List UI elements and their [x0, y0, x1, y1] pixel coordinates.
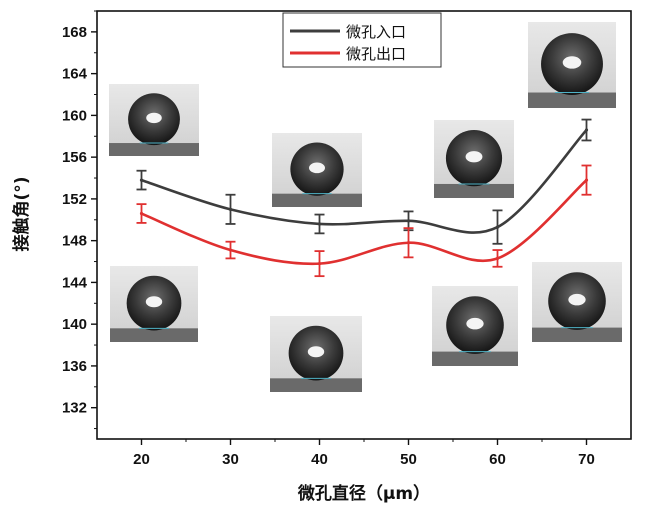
error-bar-inlet	[136, 169, 147, 191]
droplet-image-substrate	[528, 92, 616, 108]
y-tick-label: 160	[62, 107, 87, 124]
droplet-highlight	[307, 346, 325, 358]
data-point-inlet	[139, 178, 144, 182]
error-bar-inlet	[581, 118, 592, 142]
droplet-image-substrate	[270, 378, 362, 392]
data-point-inlet	[584, 128, 589, 132]
droplet-image	[532, 262, 622, 342]
legend-box	[282, 12, 442, 68]
error-bar-outlet	[225, 240, 236, 260]
data-point-inlet	[228, 207, 233, 211]
droplet-highlight	[145, 296, 163, 308]
y-tick-label: 164	[62, 66, 88, 83]
error-bar-outlet	[403, 227, 414, 259]
droplet-image	[528, 22, 616, 108]
y-tick-label: 156	[62, 149, 87, 166]
droplet-image	[270, 316, 362, 392]
y-tick-label: 144	[62, 274, 88, 291]
error-bar-outlet	[314, 250, 325, 278]
data-point-outlet	[139, 211, 144, 216]
series-outlet	[136, 164, 592, 278]
data-point-outlet	[317, 262, 322, 266]
droplet-image	[434, 120, 514, 198]
droplet-highlight	[562, 56, 582, 69]
data-point-outlet	[406, 241, 411, 245]
droplet-highlight	[466, 317, 484, 330]
series	[136, 118, 592, 278]
x-axis-title: 微孔直径（μm）	[297, 483, 430, 504]
y-tick-label: 140	[62, 316, 87, 333]
error-bar-outlet	[492, 249, 503, 268]
droplet-image-substrate	[432, 351, 518, 366]
x-tick-label: 30	[222, 451, 239, 468]
droplet-highlight	[309, 162, 325, 174]
droplet-image-substrate	[272, 193, 362, 207]
x-tick-label: 50	[400, 451, 417, 468]
data-point-inlet	[406, 219, 411, 223]
droplet-image-substrate	[532, 327, 622, 342]
legend-label-outlet: 微孔出口	[346, 45, 406, 63]
y-axis-title: 接触角(°)	[11, 176, 32, 251]
series-inlet	[136, 118, 592, 245]
error-bar-outlet	[136, 203, 147, 224]
axes: 132 136 140 144 148 152 156 160 164 168 20 30 40 50 60…	[62, 10, 595, 468]
data-point-inlet	[495, 225, 500, 229]
error-bar-inlet	[492, 209, 503, 245]
x-tick-label: 70	[578, 451, 595, 468]
droplet-images	[109, 22, 622, 392]
y-tick-label: 148	[62, 233, 87, 250]
x-tick-label: 20	[133, 451, 150, 468]
error-bar-inlet	[225, 193, 236, 225]
droplet-image	[110, 266, 198, 342]
droplet-image-substrate	[109, 143, 199, 156]
series-line-outlet	[141, 179, 588, 266]
y-tick-label: 152	[62, 191, 87, 208]
data-point-inlet	[317, 222, 322, 226]
droplet-image	[109, 84, 199, 156]
error-bar-inlet	[314, 213, 325, 235]
y-tick-label: 132	[62, 400, 87, 417]
data-point-outlet	[584, 178, 589, 182]
y-tick-label: 168	[62, 24, 87, 41]
droplet-image-substrate	[434, 183, 514, 198]
droplet-image	[432, 286, 518, 366]
x-tick-label: 60	[489, 451, 506, 468]
x-tick-label: 40	[311, 451, 328, 468]
droplet-highlight	[146, 112, 162, 124]
droplet-image	[272, 133, 362, 207]
legend: 微孔入口 微孔出口	[282, 12, 442, 68]
droplet-highlight	[465, 151, 483, 163]
y-tick-label: 136	[62, 358, 87, 375]
error-bar-outlet	[581, 164, 592, 196]
droplet-image-substrate	[110, 328, 198, 342]
data-point-outlet	[495, 256, 500, 261]
series-line-inlet	[141, 129, 588, 234]
legend-label-inlet: 微孔入口	[346, 23, 406, 41]
data-point-outlet	[228, 248, 233, 252]
droplet-highlight	[568, 293, 586, 306]
